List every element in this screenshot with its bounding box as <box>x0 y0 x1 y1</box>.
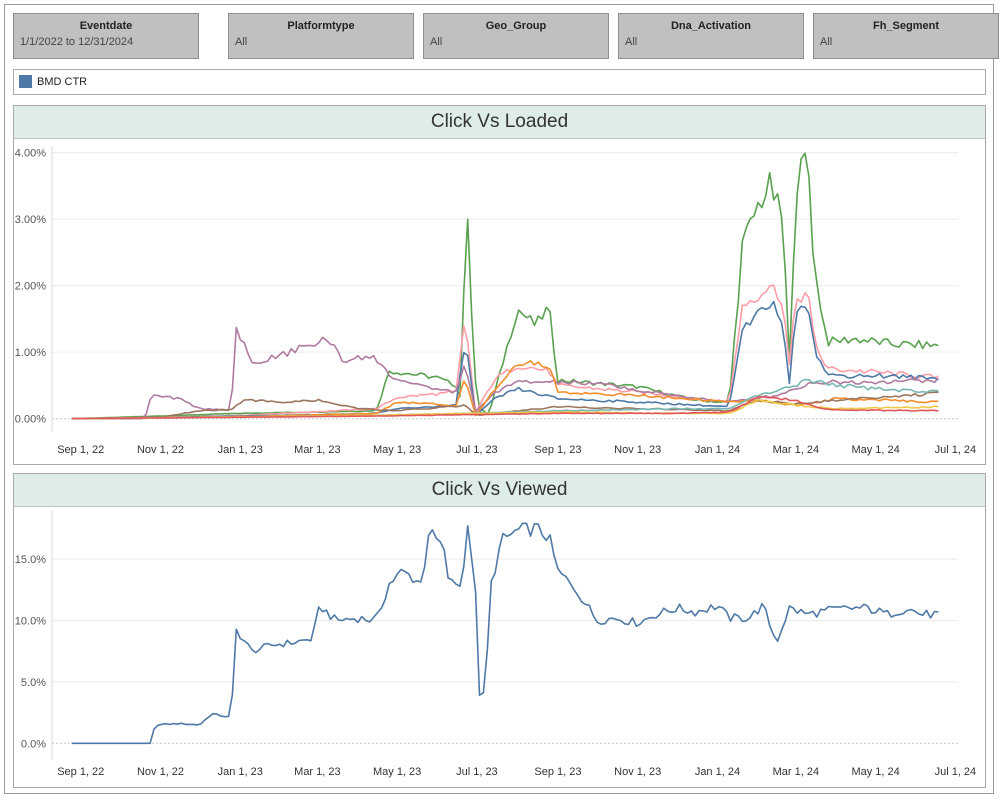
filter-title: Platformtype <box>287 20 355 32</box>
chart-title: Click Vs Viewed <box>14 474 985 507</box>
filter-title: Fh_Segment <box>872 20 939 32</box>
filter-eventdate[interactable]: Eventdate 1/1/2022 to 12/31/2024 <box>13 13 199 59</box>
filter-title: Geo_Group <box>485 20 547 32</box>
chart-panel-viewed: Click Vs Viewed <box>13 473 986 788</box>
legend-swatch[interactable] <box>19 75 32 88</box>
filter-value: 1/1/2022 to 12/31/2024 <box>20 36 134 48</box>
filter-value: All <box>235 36 248 48</box>
filter-fh-segment[interactable]: Fh_Segment All <box>813 13 999 59</box>
filter-title: Eventdate <box>79 20 133 32</box>
filter-value: All <box>625 36 638 48</box>
dashboard-frame <box>4 4 994 794</box>
filter-value: All <box>820 36 833 48</box>
filter-geo-group[interactable]: Geo_Group All <box>423 13 609 59</box>
chart-title: Click Vs Loaded <box>14 106 985 139</box>
chart-panel-loaded: Click Vs Loaded <box>13 105 986 465</box>
filter-title: Dna_Activation <box>670 20 752 32</box>
filter-value: All <box>430 36 443 48</box>
legend: BMD CTR <box>13 69 986 95</box>
filter-platformtype[interactable]: Platformtype All <box>228 13 414 59</box>
legend-label[interactable]: BMD CTR <box>37 76 88 88</box>
filter-dna-activation[interactable]: Dna_Activation All <box>618 13 804 59</box>
